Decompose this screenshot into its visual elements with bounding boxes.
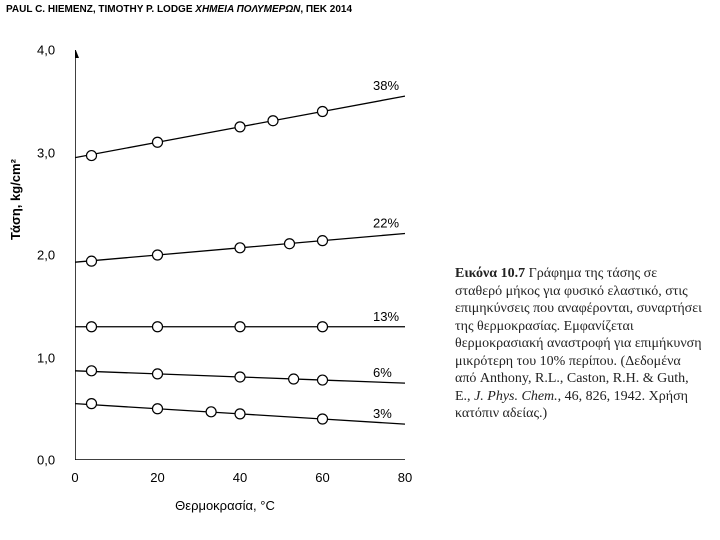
y-tick-label: 4,0 xyxy=(37,43,55,58)
header-authors: PAUL C. HIEMENZ, TIMOTHY P. LODGE xyxy=(6,4,195,15)
svg-text:13%: 13% xyxy=(373,309,399,324)
figure-caption: Εικόνα 10.7 Γράφημα της τάσης σε σταθερό… xyxy=(455,265,705,423)
y-tick-label: 0,0 xyxy=(37,453,55,468)
chart-svg: 38% 22% 13% 6% 3% xyxy=(75,50,405,460)
plot-area: 38% 22% 13% 6% 3% xyxy=(75,50,405,460)
y-tick-label: 1,0 xyxy=(37,350,55,365)
y-tick-label: 2,0 xyxy=(37,248,55,263)
x-tick-label: 60 xyxy=(315,470,329,485)
x-tick-label: 80 xyxy=(398,470,412,485)
caption-journal: J. Phys. Chem. xyxy=(474,389,558,404)
y-axis-label: Τάση, kg/cm² xyxy=(8,159,23,240)
y-tick-label: 3,0 xyxy=(37,145,55,160)
x-tick-label: 40 xyxy=(233,470,247,485)
page-header: PAUL C. HIEMENZ, TIMOTHY P. LODGE ΧΗΜΕΙΑ… xyxy=(6,4,352,15)
svg-text:38%: 38% xyxy=(373,78,399,93)
x-tick-label: 0 xyxy=(71,470,78,485)
x-axis-label: Θερμοκρασία, °C xyxy=(10,498,440,513)
page-root: PAUL C. HIEMENZ, TIMOTHY P. LODGE ΧΗΜΕΙΑ… xyxy=(0,0,720,540)
svg-text:3%: 3% xyxy=(373,406,392,421)
header-tail: , ΠΕΚ 2014 xyxy=(300,4,352,15)
caption-lead: Εικόνα 10.7 xyxy=(455,266,525,281)
stress-temperature-chart: Τάση, kg/cm² 38% 22% 13% 6% 3% Θερμοκρασία, … xyxy=(10,40,440,510)
svg-text:22%: 22% xyxy=(373,215,399,230)
header-title: ΧΗΜΕΙΑ ΠΟΛΥΜΕΡΩΝ xyxy=(195,4,300,15)
caption-body-1: Γράφημα της τάσης σε σταθερό μήκος για φ… xyxy=(455,266,702,404)
svg-text:6%: 6% xyxy=(373,365,392,380)
x-tick-label: 20 xyxy=(150,470,164,485)
